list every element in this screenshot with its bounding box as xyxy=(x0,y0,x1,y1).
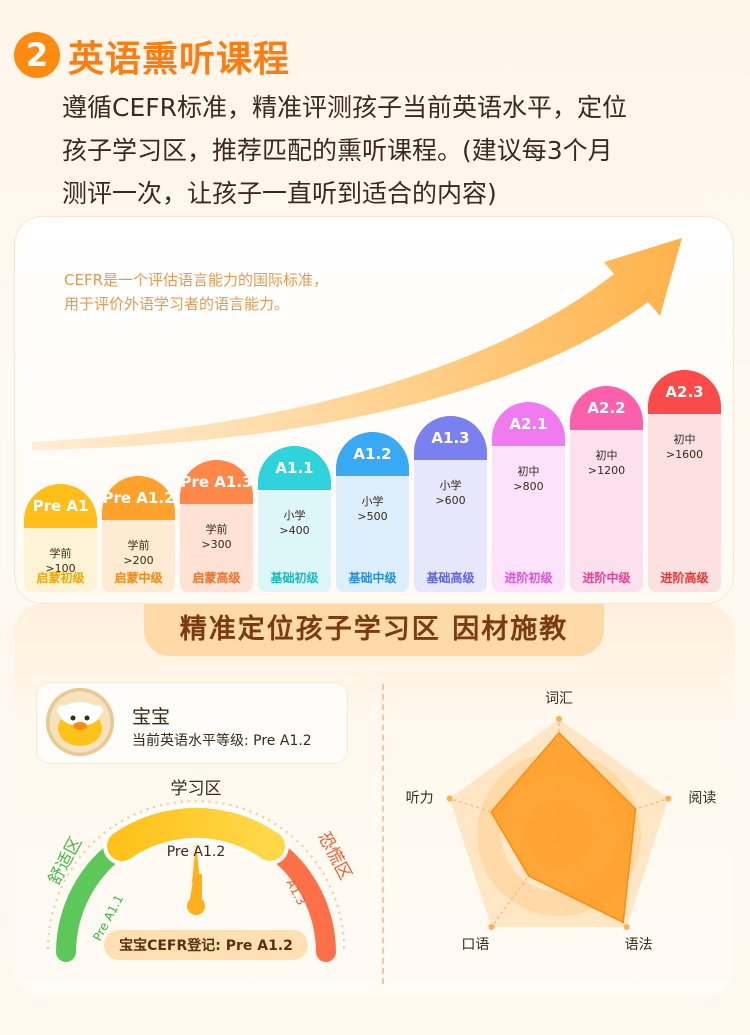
level-word-count: >300 xyxy=(201,538,232,551)
level-code: Pre A1.2 xyxy=(102,476,175,520)
level-column: A1.1 小学 >400 基础初级 xyxy=(258,446,331,592)
level-word-count: >1200 xyxy=(587,464,626,477)
level-name: 启蒙中级 xyxy=(114,571,163,585)
level-body: 学前 >200 启蒙中级 xyxy=(102,520,175,592)
level-body: 初中 >1200 进阶中级 xyxy=(570,430,643,592)
radar-vertex-dot xyxy=(556,716,562,722)
level-stage: 学前 xyxy=(49,547,72,560)
level-code: Pre A1.3 xyxy=(180,460,253,504)
radar-axis-label: 词汇 xyxy=(545,691,573,707)
level-code: A1.3 xyxy=(414,416,487,460)
level-column: Pre A1.2 学前 >200 启蒙中级 xyxy=(102,476,175,592)
level-word-count: >400 xyxy=(279,524,310,537)
level-name: 进阶高级 xyxy=(660,571,709,585)
level-column: A2.1 初中 >800 进阶初级 xyxy=(492,402,565,592)
gauge-result: 宝宝CEFR登记: Pre A1.2 xyxy=(119,937,293,954)
level-columns: Pre A1 学前 >100 启蒙初级 Pre A1.2 学前 >200 启蒙中级 Pre A1… xyxy=(24,366,724,592)
learning-zone-gauge: 学习区 Pre A1.2 舒适区 恐慌区 Pre A1.1 A1.3 宝宝CEF… xyxy=(45,779,356,962)
level-stage: 小学 xyxy=(283,509,306,522)
level-word-count: >1600 xyxy=(665,448,704,461)
level-stage: 初中 xyxy=(595,449,618,462)
level-word-count: >600 xyxy=(435,494,466,507)
level-stage: 初中 xyxy=(517,465,540,478)
cefr-levels-card: CEFR是一个评估语言能力的国际标准， 用于评价外语学习者的语言能力。 Pre … xyxy=(14,216,734,604)
gauge-center-level: Pre A1.2 xyxy=(167,844,226,860)
level-code: Pre A1 xyxy=(24,484,97,528)
cefr-note-line: CEFR是一个评估语言能力的国际标准， xyxy=(64,271,329,289)
level-column: A1.3 小学 >600 基础高级 xyxy=(414,416,487,592)
level-word-count: >200 xyxy=(123,554,154,567)
gauge-top-label: 学习区 xyxy=(171,779,222,799)
description-line: 孩子学习区，推荐匹配的熏听课程。(建议每3个月 xyxy=(62,136,613,165)
level-body: 初中 >800 进阶初级 xyxy=(492,446,565,592)
radar-vertex-dot xyxy=(488,924,495,931)
duck-mascot-icon xyxy=(50,692,110,752)
level-name: 启蒙初级 xyxy=(36,571,85,585)
level-code: A2.1 xyxy=(492,402,565,446)
level-name: 基础初级 xyxy=(270,571,319,585)
baby-level: 当前英语水平等级: Pre A1.2 xyxy=(132,733,312,749)
level-body: 学前 >300 启蒙高级 xyxy=(180,504,253,592)
level-stage: 学前 xyxy=(127,539,150,552)
level-body: 小学 >400 基础初级 xyxy=(258,490,331,592)
level-name: 基础高级 xyxy=(426,571,475,585)
radar-data-area xyxy=(490,731,637,924)
level-word-count: >500 xyxy=(357,510,388,523)
radar-axis-label: 口语 xyxy=(461,937,489,953)
section-header: 2 英语熏听课程 遵循CEFR标准，精准评测孩子当前英语水平，定位 孩子学习区，… xyxy=(14,24,734,224)
level-word-count: >100 xyxy=(45,562,76,575)
description-line: 遵循CEFR标准，精准评测孩子当前英语水平，定位 xyxy=(62,93,628,122)
level-body: 学前 >100 启蒙初级 xyxy=(24,528,97,592)
level-word-count: >800 xyxy=(513,480,544,493)
level-code: A2.2 xyxy=(570,386,643,430)
section-number-badge: 2 xyxy=(14,32,60,78)
level-body: 小学 >500 基础中级 xyxy=(336,476,409,592)
gauge-right-zone: 恐慌区 xyxy=(314,829,356,883)
divider xyxy=(382,684,384,984)
section-title: 英语熏听课程 xyxy=(68,39,291,80)
level-code: A2.3 xyxy=(648,370,721,414)
baby-profile-card: 宝宝 当前英语水平等级: Pre A1.2 xyxy=(36,682,348,764)
level-stage: 学前 xyxy=(205,523,228,536)
level-body: 初中 >1600 进阶高级 xyxy=(648,414,721,592)
level-column: A2.2 初中 >1200 进阶中级 xyxy=(570,386,643,592)
radar-vertex-dot xyxy=(623,924,630,931)
level-code: A1.2 xyxy=(336,432,409,476)
radar-axis-label: 听力 xyxy=(406,790,434,806)
avatar xyxy=(46,688,114,756)
radar-axis-label: 语法 xyxy=(625,937,653,953)
section-description: 遵循CEFR标准，精准评测孩子当前英语水平，定位 孩子学习区，推荐匹配的熏听课程… xyxy=(62,86,722,215)
cefr-note-line: 用于评价外语学习者的语言能力。 xyxy=(64,295,290,313)
zone-card: 精准定位孩子学习区 因材施教 宝宝 当前英语水平等级: Pre A1.2 xyxy=(14,604,734,996)
level-body: 小学 >600 基础高级 xyxy=(414,460,487,592)
level-code: A1.1 xyxy=(258,446,331,490)
level-stage: 小学 xyxy=(439,479,462,492)
level-name: 进阶中级 xyxy=(582,571,631,585)
level-stage: 小学 xyxy=(361,495,384,508)
level-column: Pre A1.3 学前 >300 启蒙高级 xyxy=(180,460,253,592)
level-column: Pre A1 学前 >100 启蒙初级 xyxy=(24,484,97,592)
level-name: 启蒙高级 xyxy=(192,571,241,585)
level-stage: 初中 xyxy=(673,433,696,446)
cefr-note: CEFR是一个评估语言能力的国际标准， 用于评价外语学习者的语言能力。 xyxy=(64,268,424,316)
radar-vertex-dot xyxy=(446,795,453,802)
level-column: A1.2 小学 >500 基础中级 xyxy=(336,432,409,592)
description-line: 测评一次，让孩子一直听到适合的内容) xyxy=(62,179,497,208)
radar-vertex-dot xyxy=(665,795,672,802)
radar-axis-label: 阅读 xyxy=(688,789,716,806)
growth-arrow-icon xyxy=(32,238,682,450)
baby-name: 宝宝 xyxy=(132,706,171,728)
level-column: A2.3 初中 >1600 进阶高级 xyxy=(648,370,721,592)
level-name: 基础中级 xyxy=(348,571,397,585)
zone-banner: 精准定位孩子学习区 因材施教 xyxy=(144,604,604,656)
level-name: 进阶初级 xyxy=(504,571,553,585)
